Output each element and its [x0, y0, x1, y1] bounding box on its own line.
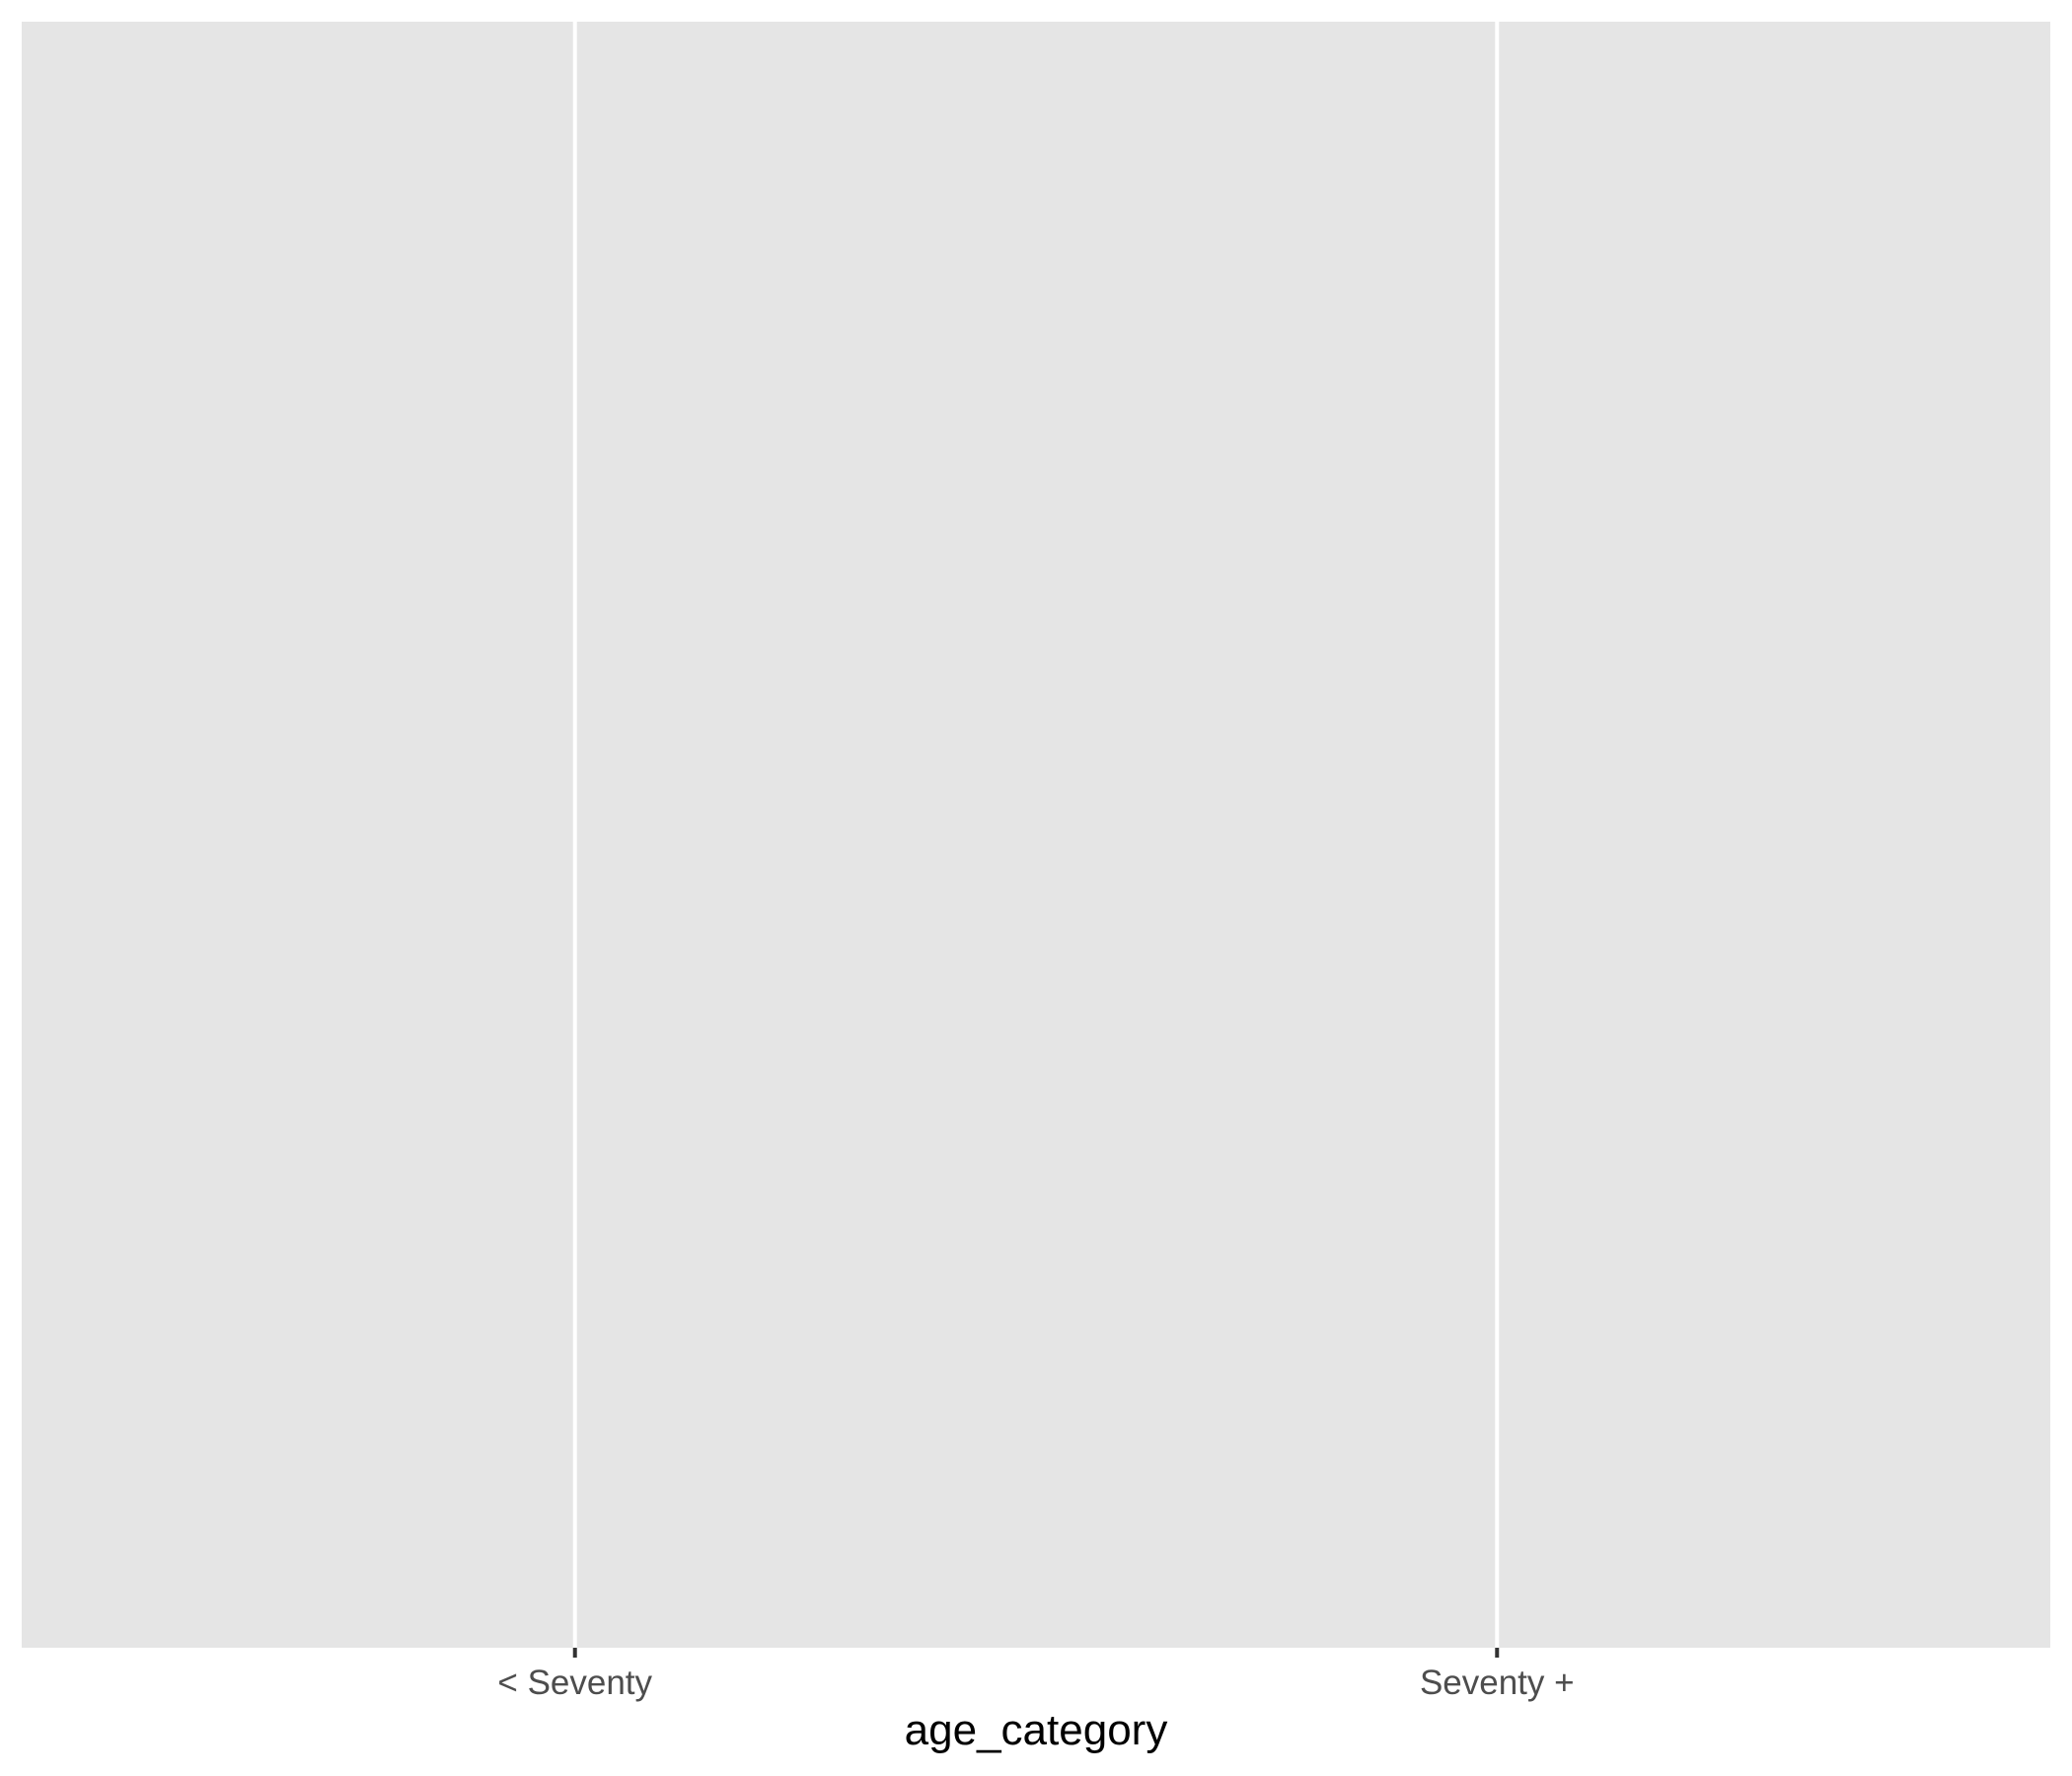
x-axis-ticks	[572, 1648, 1500, 1658]
x-gridlines	[572, 22, 1500, 1648]
x-axis-tick-labels: < Seventy Seventy +	[497, 1664, 1574, 1702]
x-axis-title: age_category	[905, 1706, 1168, 1754]
plot-panel	[22, 22, 2050, 1648]
x-tick-label-seventy: < Seventy	[497, 1664, 652, 1702]
x-tick-label-seventy: Seventy +	[1420, 1664, 1575, 1702]
